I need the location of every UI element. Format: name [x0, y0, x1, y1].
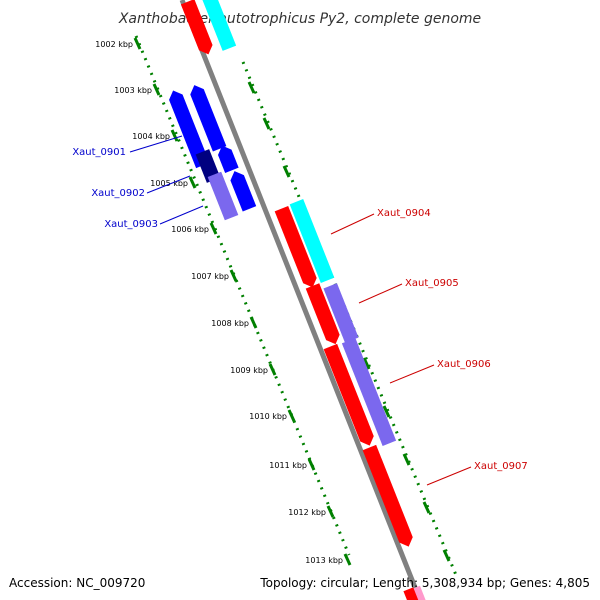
ruler-tick — [247, 81, 256, 94]
ruler-tick — [282, 165, 291, 178]
gene-label-leader — [426, 466, 472, 486]
ruler-tick — [402, 453, 411, 466]
ruler-tick-label: 1009 kbp — [230, 366, 268, 375]
gene-feature-cyan-top[interactable] — [201, 0, 237, 51]
gene-xaut-0901-a[interactable] — [167, 88, 210, 169]
genome-backbone — [179, 0, 423, 600]
gene-label-right[interactable]: Xaut_0905 — [405, 278, 459, 289]
ruler-tick — [133, 37, 142, 50]
map-title: Xanthobacter autotrophicus Py2, complete… — [118, 11, 481, 27]
ruler-tick-label: 1008 kbp — [211, 319, 249, 328]
gene-label-right[interactable]: Xaut_0904 — [377, 208, 431, 219]
gene-feature-red-top[interactable] — [180, 0, 215, 57]
ruler-tick — [326, 505, 335, 518]
gene-label-leader — [330, 213, 375, 235]
ruler-tick-label: 1006 kbp — [171, 225, 209, 234]
ruler-tick — [268, 363, 277, 376]
gene-xaut-0903-b[interactable] — [228, 169, 257, 212]
ruler-tick — [209, 222, 218, 235]
gene-xaut-0905[interactable] — [305, 283, 342, 347]
gene-xaut-0904[interactable] — [274, 206, 319, 289]
ruler-tick — [188, 176, 197, 189]
gene-xaut-0907[interactable] — [362, 444, 415, 549]
ruler-tick — [287, 409, 296, 422]
gene-xaut-0901-b[interactable] — [188, 83, 227, 152]
ruler-tick-label: 1007 kbp — [191, 272, 229, 281]
gene-label-left[interactable]: Xaut_0902 — [91, 188, 145, 199]
gene-xaut-0905-violet[interactable] — [323, 283, 359, 343]
gene-feature-red-bottom[interactable] — [403, 587, 419, 600]
ruler-tick — [307, 458, 316, 471]
ruler-tick-label: 1004 kbp — [132, 132, 170, 141]
ruler-tick — [152, 83, 161, 96]
ruler-tick — [422, 501, 431, 514]
outer-ruler — [134, 35, 351, 556]
genome-summary-text: Topology: circular; Length: 5,308,934 bp… — [259, 576, 590, 590]
gene-label-leader — [358, 283, 403, 304]
gene-label-left[interactable]: Xaut_0903 — [104, 219, 158, 230]
ruler-tick-label: 1010 kbp — [249, 412, 287, 421]
ruler-tick — [382, 405, 391, 418]
accession-text: Accession: NC_009720 — [9, 576, 145, 590]
ruler-tick-label: 1002 kbp — [95, 40, 133, 49]
ruler-tick — [249, 316, 258, 329]
gene-xaut-0903-a[interactable] — [207, 171, 239, 221]
gene-xaut-0902-b[interactable] — [216, 143, 239, 173]
gene-xaut-0904-cyan[interactable] — [289, 199, 335, 283]
ruler-tick — [343, 553, 352, 566]
gene-label-leader — [389, 364, 435, 384]
gene-label-leader — [159, 205, 204, 225]
gene-label-right[interactable]: Xaut_0906 — [437, 359, 491, 370]
ruler-tick-label: 1013 kbp — [305, 556, 343, 565]
ruler-tick-label: 1003 kbp — [114, 86, 152, 95]
ruler-tick-label: 1011 kbp — [269, 461, 307, 470]
ruler-tick — [170, 129, 179, 142]
ruler-tick — [362, 357, 371, 370]
gene-label-leader — [129, 135, 183, 153]
gene-label-right[interactable]: Xaut_0907 — [474, 461, 528, 472]
ruler-tick-label: 1005 kbp — [150, 179, 188, 188]
ruler-tick — [229, 269, 238, 282]
ruler-tick — [262, 117, 271, 130]
ruler-tick-label: 1012 kbp — [288, 508, 326, 517]
gene-label-leader — [146, 175, 191, 194]
ruler-tick — [442, 549, 451, 562]
gene-xaut-0906-violet[interactable] — [341, 337, 397, 447]
gene-xaut-0906[interactable] — [323, 343, 376, 448]
gene-label-left[interactable]: Xaut_0901 — [72, 147, 126, 158]
